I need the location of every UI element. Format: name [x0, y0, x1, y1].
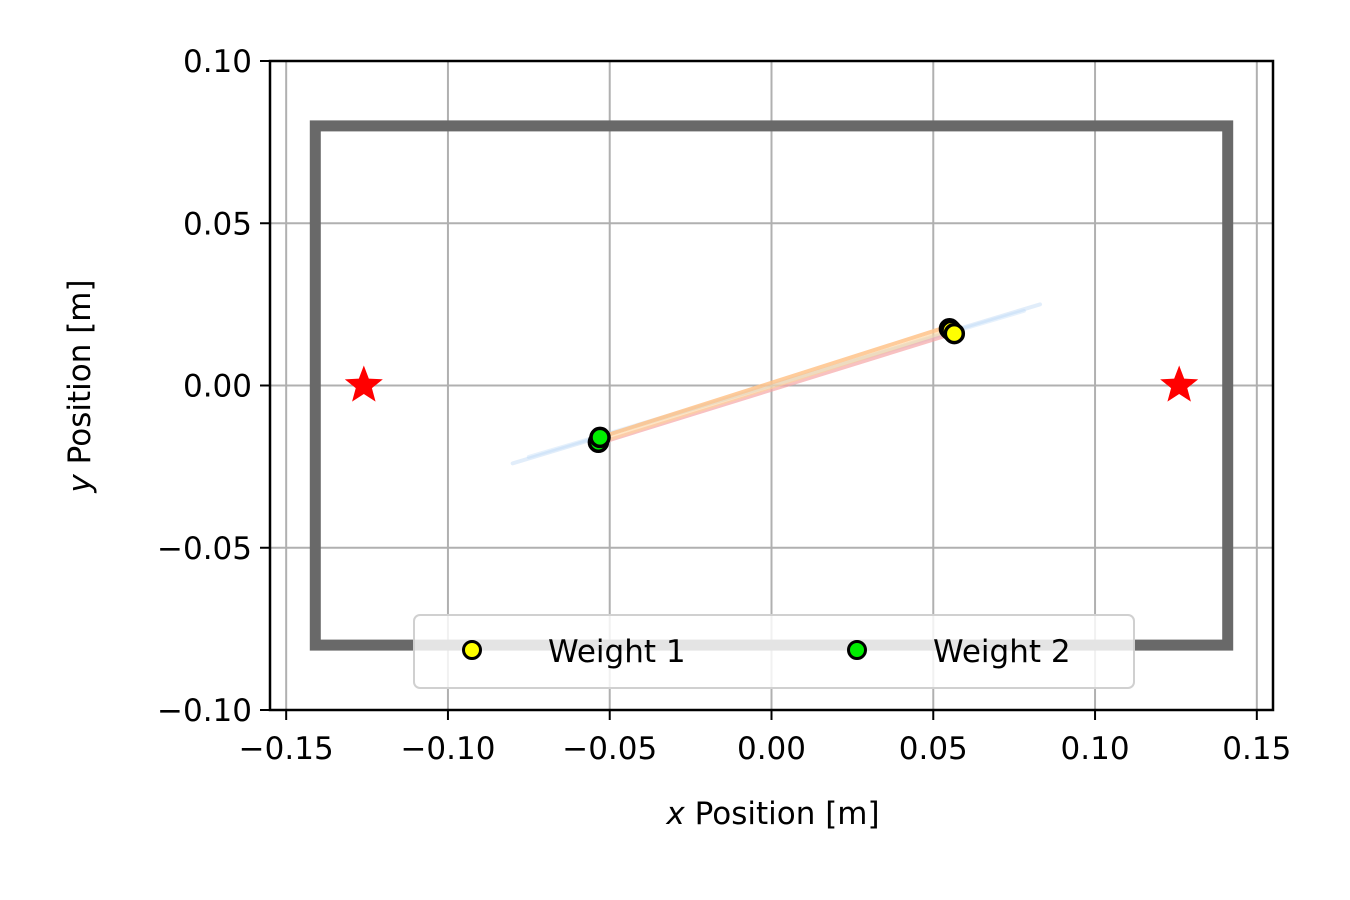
x-tick-label: 0.15	[1222, 731, 1291, 767]
targets	[344, 365, 1199, 402]
ticks: −0.15 −0.10 −0.05 0.00 0.05 0.10 0.15−0.10−0.0…	[157, 44, 1291, 767]
x-tick-label: 0.00	[737, 731, 806, 767]
y-tick-label: −0.05	[157, 531, 252, 567]
y-tick-label: −0.10	[157, 693, 252, 729]
weight-1-point	[943, 322, 966, 345]
target-star	[344, 365, 383, 402]
x-tick-label: 0.05	[899, 731, 968, 767]
x-tick-label: −0.10	[400, 731, 495, 767]
y-tick-label: 0.05	[183, 206, 252, 242]
trajectory-line	[601, 328, 952, 443]
x-tick-label: −0.15	[239, 731, 334, 767]
weight-2-point	[589, 426, 611, 449]
x-tick-label: −0.05	[562, 731, 657, 767]
x-tick-label: 0.10	[1061, 731, 1130, 767]
y-tick-label: 0.10	[183, 44, 252, 80]
y-tick-label: 0.00	[183, 369, 252, 405]
legend-box	[413, 614, 1135, 689]
legend-marker-weight-1	[462, 640, 482, 660]
x-axis-label: x Position [m]	[665, 796, 879, 832]
y-axis-label: y Position [m]	[62, 279, 98, 493]
legend-label-weight-2: Weight 2	[933, 634, 1071, 670]
trajectory-line	[598, 325, 949, 440]
target-star	[1160, 365, 1199, 402]
legend-label-weight-1: Weight 1	[548, 634, 686, 670]
weight-points	[587, 317, 966, 454]
legend-marker-weight-2	[847, 640, 867, 660]
legend: Weight 1 Weight 2	[413, 614, 1135, 689]
